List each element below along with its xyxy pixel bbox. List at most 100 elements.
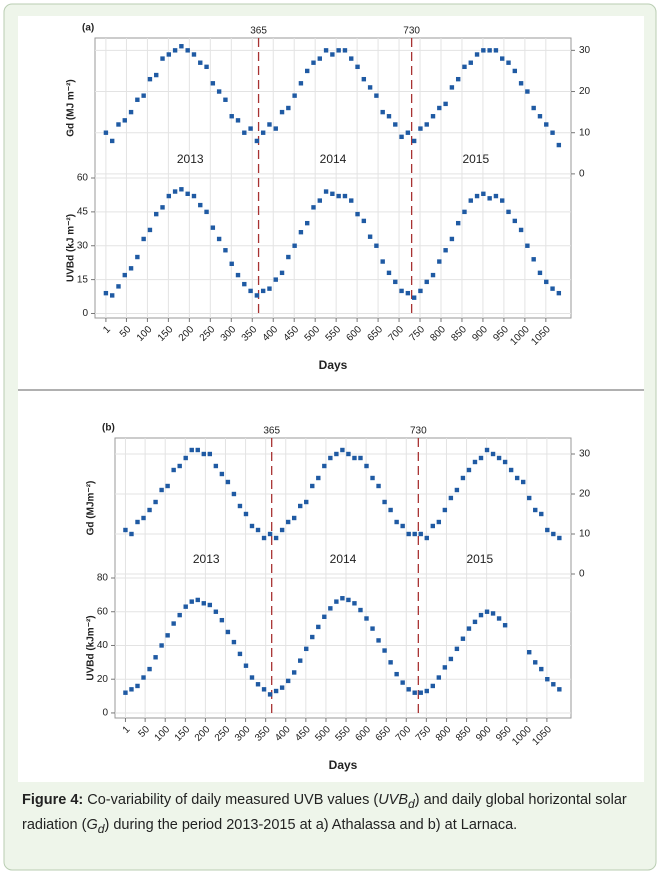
point [159, 487, 164, 493]
point [305, 220, 310, 226]
point [177, 612, 182, 618]
point [358, 607, 363, 613]
point [336, 193, 341, 199]
point [484, 447, 490, 453]
point [141, 236, 146, 242]
point [454, 487, 460, 493]
point [342, 193, 348, 199]
point [424, 122, 429, 127]
point [518, 227, 524, 233]
point [109, 293, 115, 298]
point [191, 52, 197, 57]
point [171, 467, 176, 473]
point [340, 447, 345, 453]
point [292, 93, 297, 98]
point [223, 97, 228, 102]
point [468, 198, 473, 203]
point [183, 455, 188, 461]
point [364, 616, 369, 621]
point [123, 690, 128, 695]
point [436, 675, 442, 680]
point [172, 48, 178, 53]
point [141, 93, 146, 98]
point [531, 257, 536, 262]
reference-label: 730 [403, 26, 420, 37]
point [183, 604, 188, 609]
point [165, 483, 170, 489]
point [382, 648, 387, 653]
point [122, 118, 127, 123]
point [195, 597, 200, 603]
y-tick-label: 30 [579, 449, 591, 460]
point [129, 687, 134, 692]
panel-label: (b) [102, 423, 115, 434]
point [518, 81, 524, 86]
point [204, 209, 209, 215]
y-tick-label: 10 [579, 529, 591, 540]
point [374, 243, 379, 248]
point [349, 198, 354, 203]
point [355, 211, 360, 217]
point [279, 527, 285, 533]
point [478, 455, 484, 461]
point [556, 142, 562, 148]
point [273, 535, 279, 541]
point [460, 475, 466, 481]
point [394, 671, 399, 677]
point [225, 479, 231, 485]
point [386, 270, 392, 276]
point [355, 64, 360, 70]
figure-area [18, 16, 644, 782]
point [147, 227, 153, 233]
year-label: 2015 [462, 152, 489, 166]
point [141, 515, 146, 521]
point [147, 666, 152, 672]
point [525, 243, 530, 248]
point [191, 193, 197, 199]
point [273, 126, 278, 131]
point [493, 48, 499, 53]
point [159, 643, 164, 648]
point [298, 229, 304, 235]
point [231, 491, 237, 497]
point [508, 467, 514, 473]
point [430, 523, 435, 529]
point [103, 130, 109, 135]
point [545, 677, 550, 682]
point [557, 535, 562, 541]
point [487, 48, 492, 53]
point [537, 114, 543, 119]
point [481, 191, 486, 197]
point [412, 531, 417, 537]
point [367, 85, 373, 90]
point [322, 614, 327, 619]
point [424, 535, 429, 541]
point [129, 531, 134, 537]
point [393, 279, 398, 285]
panel-label: (a) [82, 23, 94, 34]
point [406, 687, 411, 692]
point [323, 48, 329, 53]
point [310, 634, 315, 640]
point [454, 646, 460, 652]
subscript: d [408, 796, 415, 811]
point [204, 64, 209, 70]
point [328, 606, 333, 611]
point [279, 109, 285, 115]
point [502, 623, 508, 628]
point [533, 660, 538, 665]
y-tick-label: 20 [579, 86, 591, 97]
point [544, 279, 549, 285]
point [537, 270, 543, 276]
point [249, 675, 255, 680]
point [352, 455, 357, 461]
point [442, 665, 448, 670]
point [388, 507, 393, 513]
point [237, 651, 243, 657]
point [449, 85, 455, 90]
point [298, 503, 303, 509]
point [166, 193, 172, 199]
y-tick-label: 60 [97, 606, 109, 617]
point [449, 236, 455, 242]
reference-label: 730 [410, 426, 427, 437]
